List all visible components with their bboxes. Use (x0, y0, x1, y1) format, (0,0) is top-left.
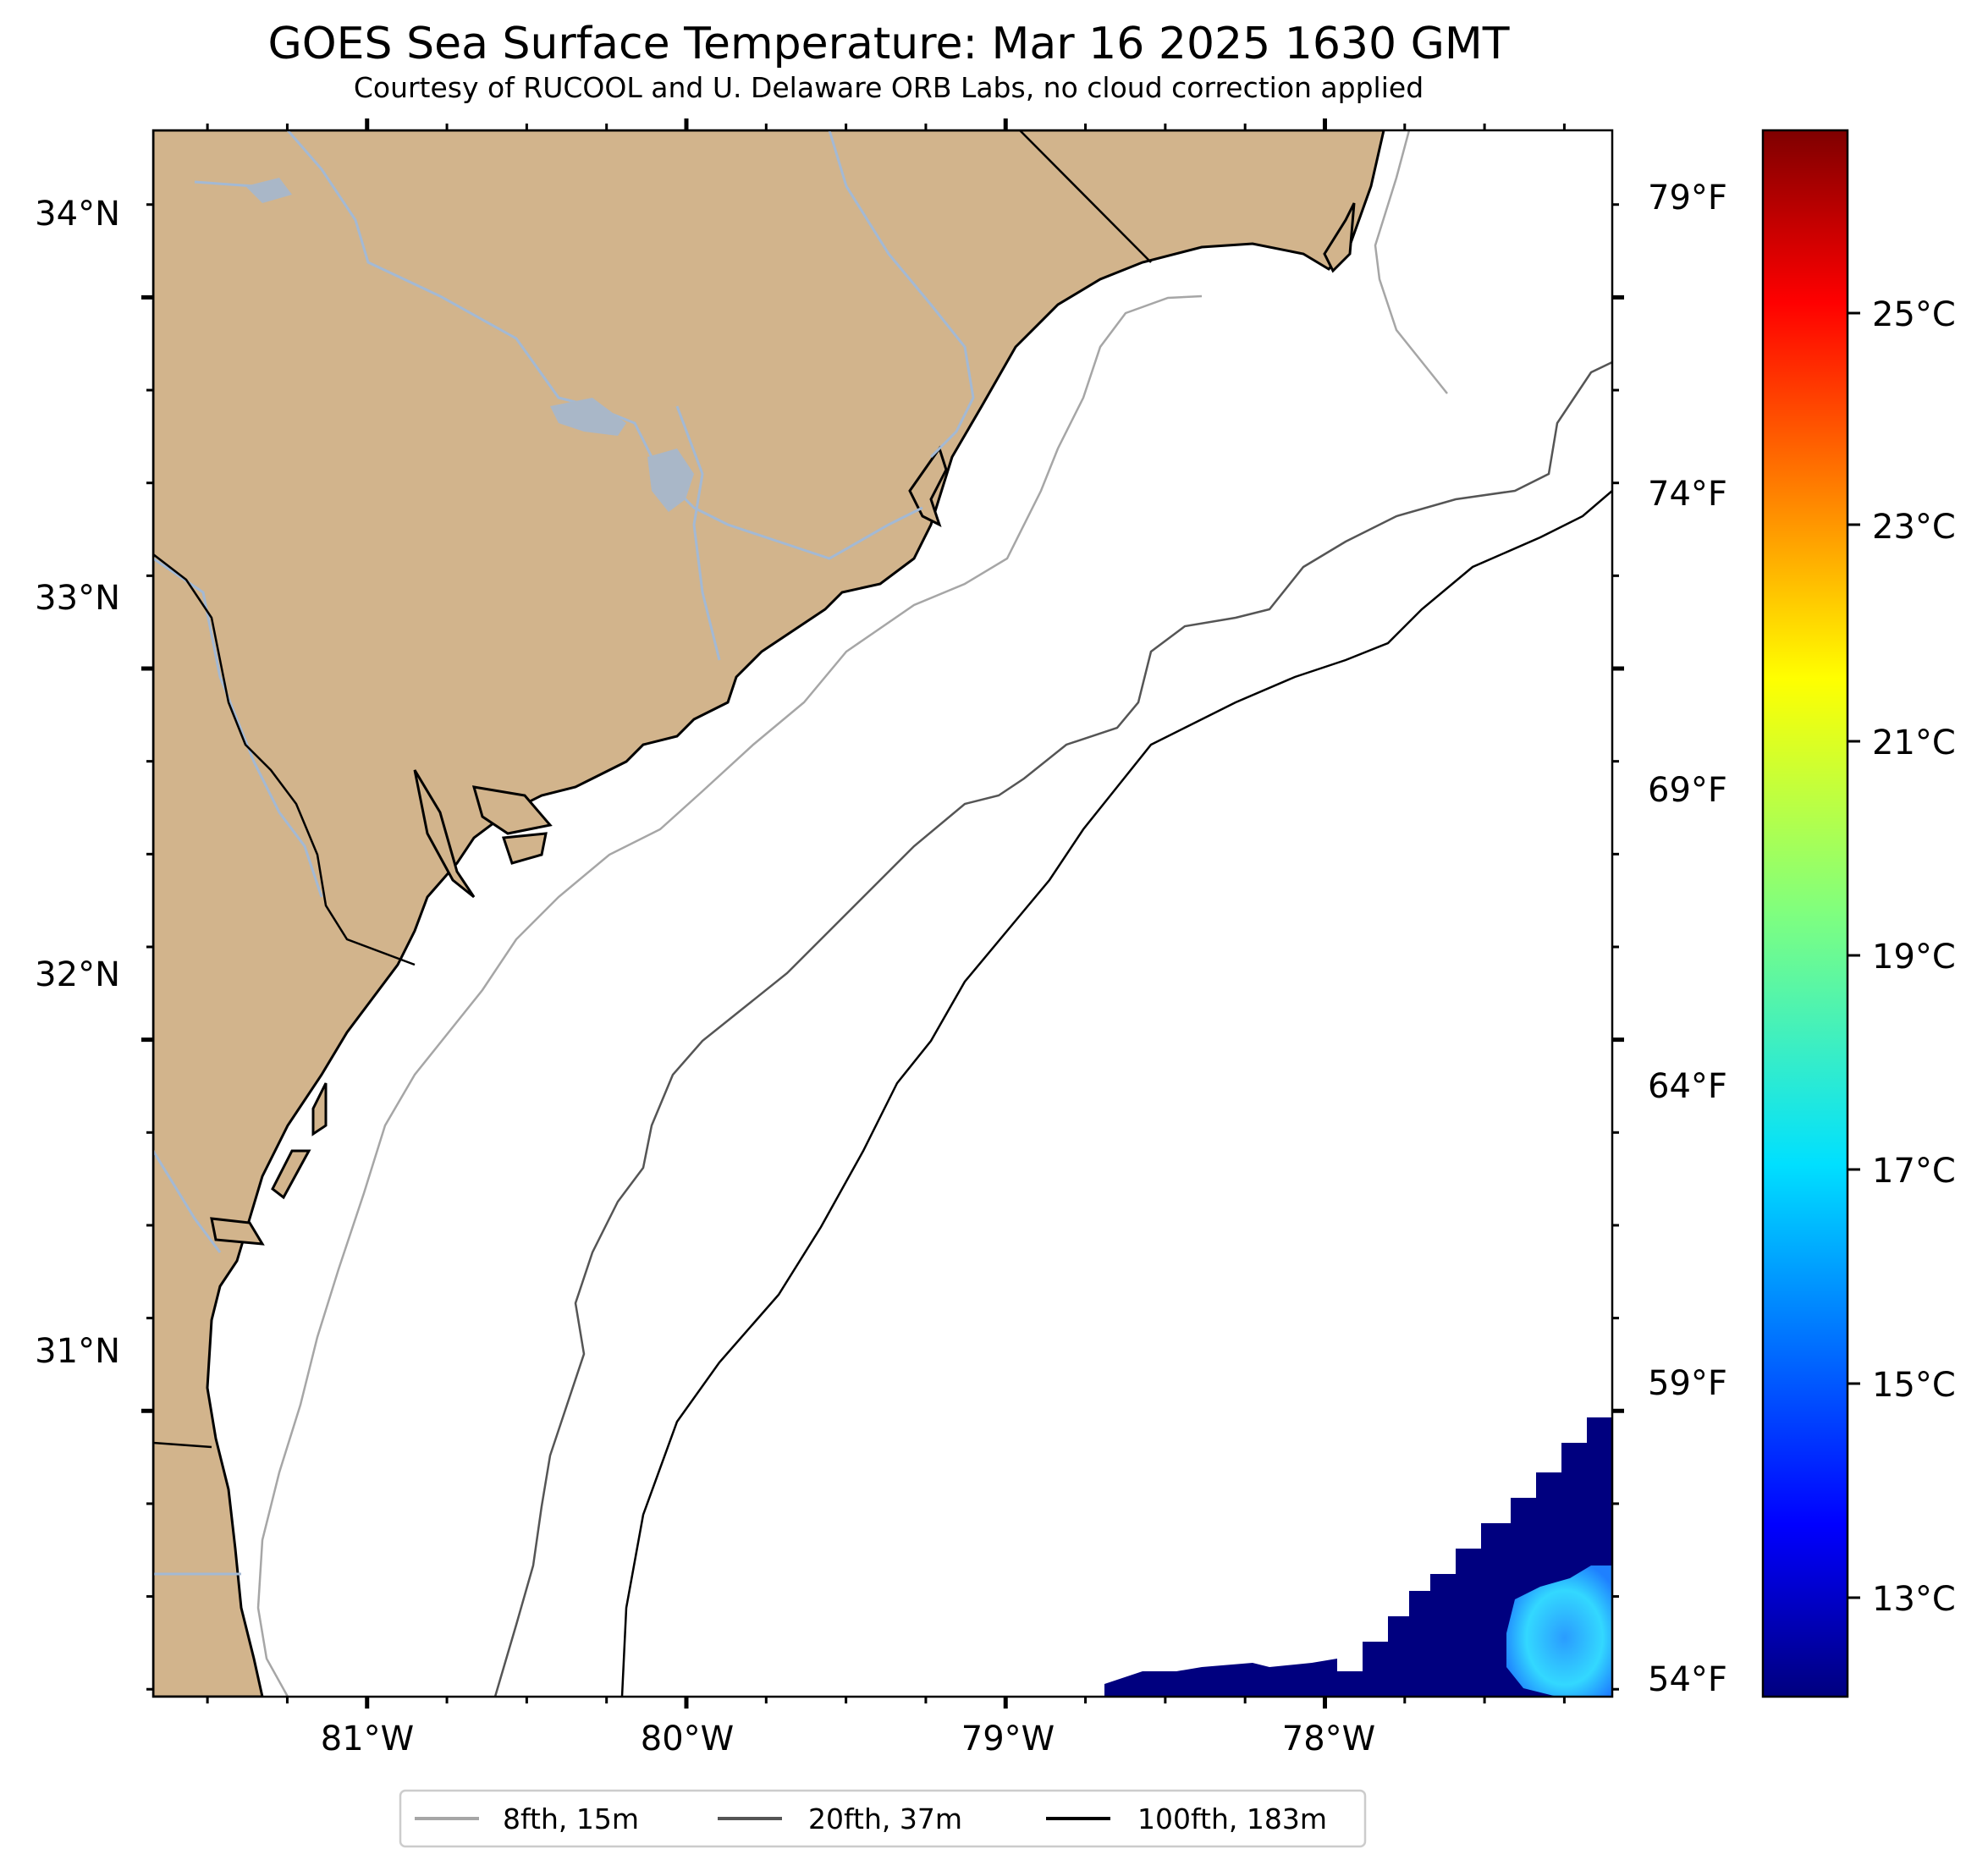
island (471, 785, 553, 835)
fahrenheit-tick-label: 74°F (1648, 475, 1727, 514)
sst-cool-patch (1506, 1566, 1612, 1697)
island (413, 769, 476, 899)
colorbar (1761, 129, 1849, 1698)
lon-tick-label: 78°W (1282, 1720, 1375, 1758)
lon-tick-label: 79°W (961, 1720, 1055, 1758)
lon-tick-label: 81°W (321, 1720, 414, 1758)
colorbar-tick-label: 19°C (1872, 938, 1956, 977)
lon-tick-label: 80°W (641, 1720, 734, 1758)
isobath-8fth (256, 130, 1448, 1697)
colorbar-tick-label: 13°C (1872, 1580, 1956, 1619)
legend-label-100fth: 100fth, 183m (1137, 1802, 1327, 1835)
map-frame (151, 129, 1614, 1698)
lat-tick-label: 31°N (35, 1332, 120, 1371)
legend-label-20fth: 20fth, 37m (808, 1802, 962, 1835)
isobath-legend: 8fth, 15m 20fth, 37m 100fth, 183m (399, 1789, 1367, 1848)
island (210, 1217, 265, 1246)
state-borders (153, 130, 1152, 1449)
map-title: GOES Sea Surface Temperature: Mar 16 202… (267, 19, 1510, 69)
lat-tick-label: 32°N (35, 955, 120, 994)
fahrenheit-tick-label: 79°F (1648, 179, 1727, 217)
island (311, 1082, 328, 1136)
land-area (153, 130, 1385, 1697)
colorbar-tick-label: 23°C (1872, 508, 1956, 547)
longitude-ticks (365, 118, 1327, 1709)
colorbar-tick-label: 15°C (1872, 1366, 1956, 1405)
isobath-20fth (493, 360, 1612, 1697)
colorbar-tick-label: 25°C (1872, 295, 1956, 334)
fahrenheit-tick-label: 54°F (1648, 1660, 1727, 1699)
latitude-ticks (141, 294, 1624, 1413)
legend-box (399, 1789, 1367, 1848)
minor-ticks (146, 124, 1619, 1703)
colorbar-tick-label: 21°C (1872, 724, 1956, 762)
island (271, 1149, 311, 1200)
sst-data-patch (1104, 1417, 1612, 1697)
legend-label-8fth: 8fth, 15m (503, 1802, 639, 1835)
map-layers (153, 130, 1612, 1697)
island (1323, 202, 1356, 273)
colorbar-ticks (1848, 311, 1860, 1599)
lake-moultrie (647, 448, 694, 512)
map-subtitle: Courtesy of RUCOOL and U. Delaware ORB L… (353, 71, 1424, 104)
lat-tick-label: 34°N (35, 195, 120, 234)
isobath-100fth (620, 490, 1612, 1697)
fahrenheit-tick-label: 64°F (1648, 1067, 1727, 1106)
fahrenheit-tick-label: 59°F (1648, 1364, 1727, 1403)
colorbar-tick-label: 17°C (1872, 1152, 1956, 1191)
fahrenheit-tick-label: 69°F (1648, 771, 1727, 810)
lake (245, 178, 292, 203)
lake-marion (550, 398, 626, 436)
island (501, 832, 548, 865)
lat-tick-label: 33°N (35, 579, 120, 618)
